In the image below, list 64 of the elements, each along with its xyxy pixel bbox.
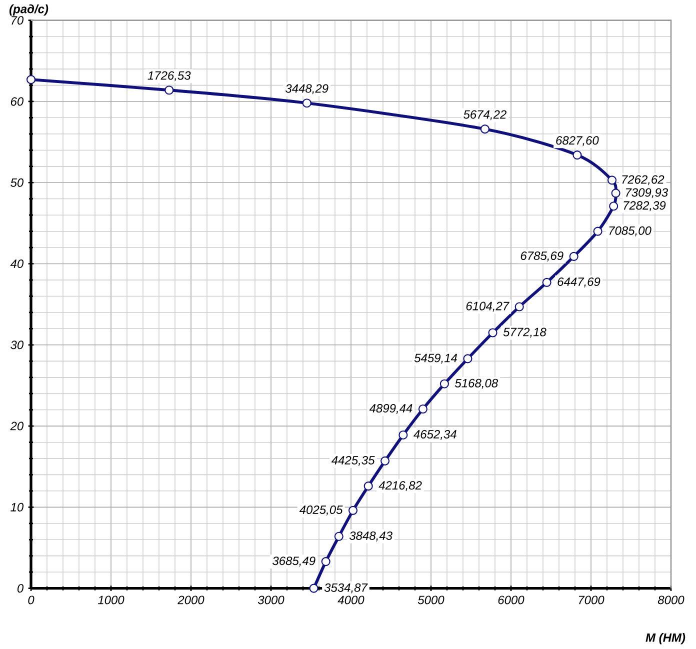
point (607, 176, 617, 185)
point (334, 532, 344, 542)
y-tick-label: 40 (10, 260, 24, 268)
x-tick-label: 2000 (178, 596, 204, 604)
annotation: 1726,53 (148, 71, 191, 82)
x-tick-label: 5000 (418, 596, 444, 604)
annotation: 4425,35 (331, 456, 375, 466)
y-tick-label: 0 (17, 584, 24, 593)
annotation: 6104,27 (466, 302, 510, 312)
point (542, 278, 552, 288)
point (569, 252, 578, 262)
y-tick-label: 50 (10, 178, 24, 188)
annotation: 7085,00 (609, 226, 652, 236)
y-tick-label: 70 (12, 16, 24, 25)
x-tick-label: 8000 (658, 596, 684, 604)
y-tick-label: 10 (10, 503, 24, 512)
annotation: 5772,18 (503, 328, 546, 338)
annotation: 5168,08 (454, 379, 498, 389)
annotation: 6447,69 (558, 278, 600, 288)
annotation: 4899,44 (369, 404, 412, 414)
annotation: 3534,87 (324, 584, 368, 594)
x-tick-label: 7000 (578, 596, 604, 604)
point (440, 379, 449, 389)
point (611, 188, 620, 198)
annotation: 6827,60 (556, 136, 599, 146)
point (488, 328, 498, 338)
annotation: 4216,82 (378, 481, 422, 492)
annotation: 4652,34 (414, 430, 456, 440)
point (418, 404, 428, 414)
annotation: 5674,22 (464, 110, 506, 120)
annotation: 7262,62 (622, 175, 664, 186)
x-tick-label: 6000 (498, 596, 524, 604)
y-tick-label: 20 (10, 422, 24, 430)
point (480, 124, 490, 134)
x-tick-label: 4000 (338, 596, 364, 604)
point (572, 150, 582, 160)
x-tick-label: 1000 (98, 596, 124, 604)
annotation: 7309,93 (626, 188, 668, 198)
y-axis-title: (рад/с) (9, 4, 48, 16)
annotation: 4025,05 (299, 506, 343, 516)
point (609, 202, 618, 211)
x-tick-label: 0 (28, 596, 34, 604)
annotation: 3685,49 (272, 556, 316, 567)
annotation: 6785,69 (520, 252, 564, 262)
annotation: 3848,43 (349, 532, 392, 542)
point (398, 430, 408, 440)
x-axis-title: M (НМ) (646, 633, 686, 644)
point (348, 506, 358, 516)
annotation: 3448,29 (285, 84, 328, 94)
y-tick-label: 30 (10, 340, 24, 350)
annotation: 5459,14 (414, 354, 458, 364)
point (463, 354, 472, 364)
point (26, 75, 36, 84)
point (364, 482, 373, 491)
y-tick-label: 60 (10, 97, 24, 106)
point (593, 226, 602, 236)
point (321, 557, 330, 566)
x-tick-label: 3000 (258, 596, 284, 604)
point (164, 86, 174, 95)
point (302, 98, 312, 108)
point (309, 584, 318, 594)
point (514, 302, 524, 312)
annotation: 7282,39 (624, 201, 666, 212)
point (380, 456, 390, 466)
